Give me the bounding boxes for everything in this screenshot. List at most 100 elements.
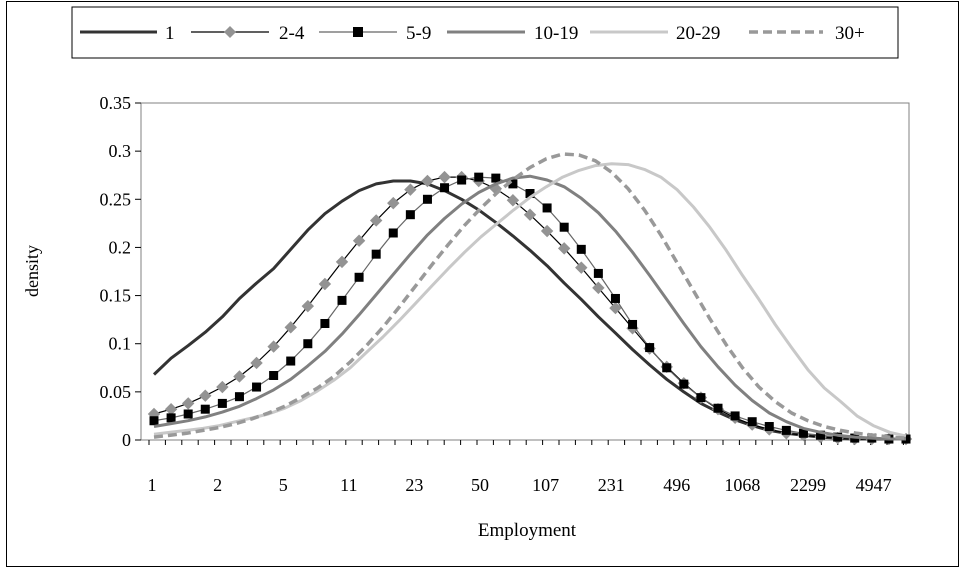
data-point: [405, 210, 415, 220]
data-point: [593, 268, 603, 278]
y-tick-label: 0.2: [109, 237, 132, 257]
data-point: [352, 234, 366, 247]
y-axis: 0 0.05 0.1 0.15 0.2 0.25 0.3 0.35: [100, 93, 141, 450]
x-tick-label: 5: [279, 475, 288, 495]
y-tick-label: 0.3: [109, 141, 132, 161]
x-tick-label: 1: [148, 475, 157, 495]
x-axis-label: Employment: [478, 520, 577, 541]
data-point: [576, 244, 586, 254]
data-point: [199, 389, 212, 402]
data-point: [457, 175, 467, 185]
data-point: [422, 194, 432, 204]
data-point: [337, 295, 347, 305]
data-point: [286, 356, 296, 366]
series-layer: [147, 152, 913, 446]
legend-marker: [353, 27, 363, 37]
data-point: [696, 393, 706, 403]
data-point: [559, 222, 569, 232]
legend: 1 2-4 5-9 10-19 20-29 30+: [80, 23, 865, 44]
legend-label: 10-19: [534, 23, 578, 44]
data-point: [216, 380, 229, 394]
data-point: [318, 277, 332, 291]
data-point: [234, 392, 244, 402]
data-point: [747, 417, 757, 427]
data-point: [575, 261, 588, 274]
data-point: [166, 413, 176, 423]
series-30+: [153, 152, 907, 440]
x-tick-label: 50: [471, 475, 489, 495]
y-axis-label: density: [22, 245, 42, 297]
x-tick-label: 2299: [790, 475, 826, 495]
legend-item-10-19: 10-19: [447, 23, 578, 44]
data-point: [506, 194, 520, 207]
data-point: [525, 189, 535, 199]
data-point: [335, 255, 349, 269]
data-point: [320, 318, 330, 328]
y-tick-label: 0: [122, 430, 131, 450]
data-point: [421, 174, 434, 188]
data-point: [250, 356, 263, 370]
data-point: [557, 242, 571, 255]
y-tick-label: 0.15: [100, 286, 132, 306]
legend-item-20-29: 20-29: [590, 23, 720, 44]
legend-marker: [224, 26, 236, 38]
data-point: [491, 173, 501, 183]
legend-label: 30+: [835, 23, 865, 44]
x-tick-label: 496: [663, 475, 690, 495]
data-point: [233, 370, 246, 383]
x-tick-label: 1068: [724, 475, 760, 495]
x-tick-label: 2: [213, 475, 222, 495]
x-tick-label: 107: [532, 475, 559, 495]
data-point: [628, 319, 638, 329]
data-point: [183, 409, 193, 419]
data-point: [371, 249, 381, 259]
x-tick-label: 231: [598, 475, 625, 495]
legend-item-2-4: 2-4: [191, 23, 305, 44]
data-point: [217, 398, 227, 408]
data-point: [645, 343, 655, 353]
data-point: [252, 382, 262, 392]
data-point: [781, 425, 791, 435]
data-point: [284, 321, 297, 334]
data-point: [301, 299, 315, 313]
legend-label: 2-4: [279, 23, 305, 44]
data-point: [474, 172, 484, 182]
data-point: [816, 430, 826, 440]
data-point: [662, 363, 672, 373]
data-point: [508, 179, 518, 189]
y-tick-label: 0.35: [100, 93, 132, 113]
legend-item-5-9: 5-9: [319, 23, 431, 44]
data-point: [404, 183, 417, 196]
data-point: [609, 301, 622, 315]
y-tick-label: 0.1: [109, 334, 132, 354]
data-point: [387, 196, 400, 210]
data-point: [523, 208, 537, 221]
x-tick-label: 4947: [856, 475, 892, 495]
data-point: [610, 293, 620, 303]
data-point: [181, 397, 195, 410]
data-point: [267, 340, 280, 353]
x-tick-label: 11: [340, 475, 357, 495]
legend-item-30+: 30+: [749, 23, 865, 44]
data-point: [833, 432, 843, 442]
series-line-10-19: [153, 174, 906, 441]
data-point: [388, 228, 398, 238]
y-tick-label: 0.25: [100, 189, 132, 209]
data-point: [798, 428, 808, 438]
data-point: [354, 272, 364, 282]
data-point: [542, 203, 552, 213]
legend-label: 1: [165, 23, 175, 44]
series-10-19: [153, 174, 906, 441]
series-line-30+: [153, 152, 907, 440]
data-point: [149, 416, 159, 426]
data-point: [200, 404, 210, 414]
data-point: [592, 281, 605, 295]
data-point: [730, 411, 740, 421]
data-point: [303, 339, 313, 349]
chart-frame: 1 2-4 5-9 10-19 20-29 30+ 0 0.05 0.1 0.15 0.2 0.25…: [6, 1, 959, 567]
data-point: [440, 183, 450, 193]
y-tick-label: 0.05: [100, 382, 132, 402]
x-axis: 1 2 5 11 23 50 107 231 496 1068 2299 4947: [148, 440, 904, 495]
data-point: [764, 422, 774, 432]
data-point: [438, 170, 451, 184]
